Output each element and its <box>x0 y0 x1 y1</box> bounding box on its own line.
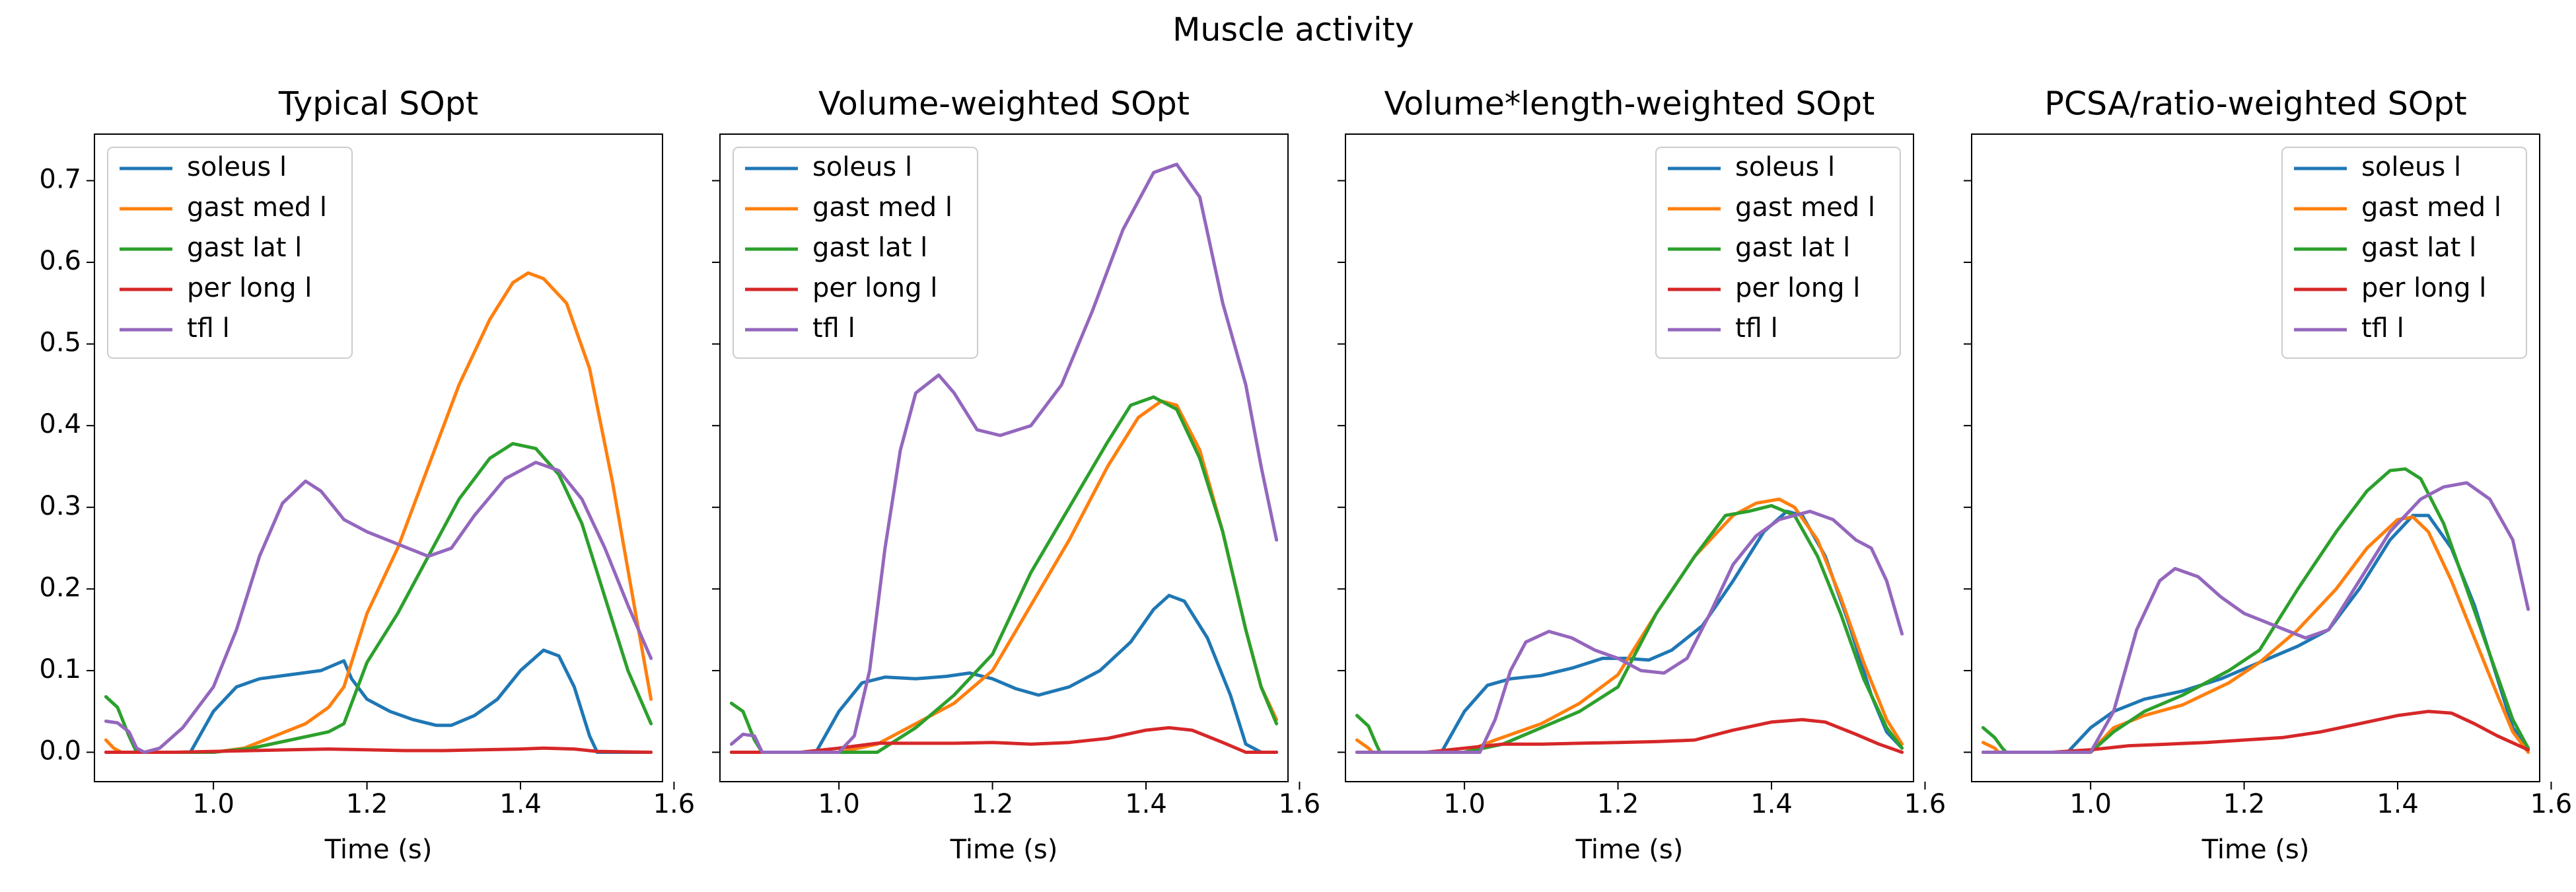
legend-label-soleus-l: soleus l <box>2361 152 2461 182</box>
plot-frame <box>719 133 1289 782</box>
legend-label-gast-lat-l: gast lat l <box>187 233 302 263</box>
x-tick-label: 1.4 <box>2377 789 2419 819</box>
legend-label-gast-lat-l: gast lat l <box>1735 233 1850 263</box>
legend-label-per-long-l: per long l <box>812 273 937 303</box>
legend-label-gast-med-l: gast med l <box>812 192 952 223</box>
x-axis-label: Time (s) <box>950 835 1058 865</box>
y-tick-label: 0.2 <box>39 572 81 603</box>
subplot-title: Volume-weighted SOpt <box>818 85 1190 123</box>
y-tick-label: 0.4 <box>39 409 81 439</box>
legend-label-soleus-l: soleus l <box>812 152 912 182</box>
plot-frame <box>1345 133 1914 782</box>
legend-label-gast-lat-l: gast lat l <box>2361 233 2476 263</box>
x-tick-label: 1.4 <box>1125 789 1167 819</box>
y-tick-label: 0.0 <box>39 736 81 766</box>
legend: soleus l gast med l gast lat l per long l tf… <box>107 147 353 359</box>
figure-suptitle: Muscle activity <box>1172 11 1414 49</box>
legend-label-gast-med-l: gast med l <box>1735 192 1875 223</box>
series-line-soleus-l <box>104 648 653 754</box>
legend-label-tfl-l: tfl l <box>812 313 855 344</box>
y-tick-label: 0.3 <box>39 491 81 521</box>
legend-label-gast-med-l: gast med l <box>2361 192 2501 223</box>
series-line-tfl-l <box>1355 509 1904 754</box>
series-lines <box>104 271 653 754</box>
x-tick-label: 1.6 <box>653 789 696 819</box>
subplot-title: Typical SOpt <box>278 85 478 123</box>
x-axis-label: Time (s) <box>2201 835 2310 865</box>
legend-label-gast-med-l: gast med l <box>187 192 327 223</box>
subplot-3: Volume*length-weighted SOpt 1.0 1.2 1.4 1.6 T… <box>1338 85 1947 865</box>
x-tick-label: 1.6 <box>1279 789 1321 819</box>
x-tick-label: 1.2 <box>1597 789 1639 819</box>
series-line-tfl-l <box>1981 481 2530 754</box>
series-lines <box>1981 467 2530 754</box>
legend-label-per-long-l: per long l <box>187 273 312 303</box>
legend-label-tfl-l: tfl l <box>1735 313 1778 344</box>
legend-box <box>2281 147 2527 359</box>
subplot-1: Typical SOpt 1.0 1.2 1.4 1.6 0.0 0.1 0.2 0.3 0.4 0… <box>39 85 695 866</box>
plot-frame <box>94 133 663 782</box>
x-tick-label: 1.0 <box>192 789 234 819</box>
series-lines <box>1355 497 1904 754</box>
legend-label-soleus-l: soleus l <box>187 152 287 182</box>
legend-box <box>1655 147 1901 359</box>
legend-label-per-long-l: per long l <box>2361 273 2486 303</box>
series-line-per-long-l <box>729 725 1279 754</box>
subplots: Typical SOpt 1.0 1.2 1.4 1.6 0.0 0.1 0.2 0.3 0.4 0… <box>39 85 2572 866</box>
subplot-2: Volume-weighted SOpt 1.0 1.2 1.4 1.6 Time (s)… <box>712 85 1321 865</box>
x-tick-label: 1.2 <box>346 789 388 819</box>
legend: soleus l gast med l gast lat l per long l tf… <box>733 147 978 359</box>
legend-label-per-long-l: per long l <box>1735 273 1860 303</box>
legend-box <box>733 147 978 359</box>
x-tick-label: 1.0 <box>818 789 860 819</box>
x-tick-label: 1.6 <box>1904 789 1947 819</box>
x-tick-label: 1.4 <box>1750 789 1793 819</box>
subplot-title: PCSA/ratio-weighted SOpt <box>2044 85 2466 123</box>
series-line-per-long-l <box>1981 710 2530 754</box>
plot-frame <box>1971 133 2540 782</box>
x-tick-label: 1.0 <box>1443 789 1485 819</box>
series-lines <box>729 163 1279 754</box>
y-tick-label: 0.1 <box>39 654 81 685</box>
y-tick-label: 0.6 <box>39 246 81 276</box>
x-tick-label: 1.6 <box>2530 789 2573 819</box>
series-line-soleus-l <box>729 593 1279 754</box>
x-tick-label: 1.0 <box>2069 789 2112 819</box>
series-line-tfl-l <box>729 163 1279 754</box>
legend: soleus l gast med l gast lat l per long l tf… <box>1655 147 1901 359</box>
x-axis-label: Time (s) <box>324 835 433 865</box>
x-axis-label: Time (s) <box>1575 835 1684 865</box>
legend: soleus l gast med l gast lat l per long l tf… <box>2281 147 2527 359</box>
legend-label-soleus-l: soleus l <box>1735 152 1835 182</box>
legend-label-tfl-l: tfl l <box>2361 313 2404 344</box>
legend-label-tfl-l: tfl l <box>187 313 230 344</box>
series-line-per-long-l <box>104 746 653 754</box>
subplot-4: PCSA/ratio-weighted SOpt 1.0 1.2 1.4 1.6 Time… <box>1964 85 2573 865</box>
x-tick-label: 1.4 <box>499 789 542 819</box>
subplot-title: Volume*length-weighted SOpt <box>1384 85 1875 123</box>
legend-label-gast-lat-l: gast lat l <box>812 233 927 263</box>
x-tick-label: 1.2 <box>972 789 1014 819</box>
legend-box <box>107 147 353 359</box>
x-tick-label: 1.2 <box>2223 789 2266 819</box>
series-line-tfl-l <box>104 461 653 754</box>
y-tick-label: 0.5 <box>39 328 81 358</box>
y-tick-label: 0.7 <box>39 164 81 194</box>
